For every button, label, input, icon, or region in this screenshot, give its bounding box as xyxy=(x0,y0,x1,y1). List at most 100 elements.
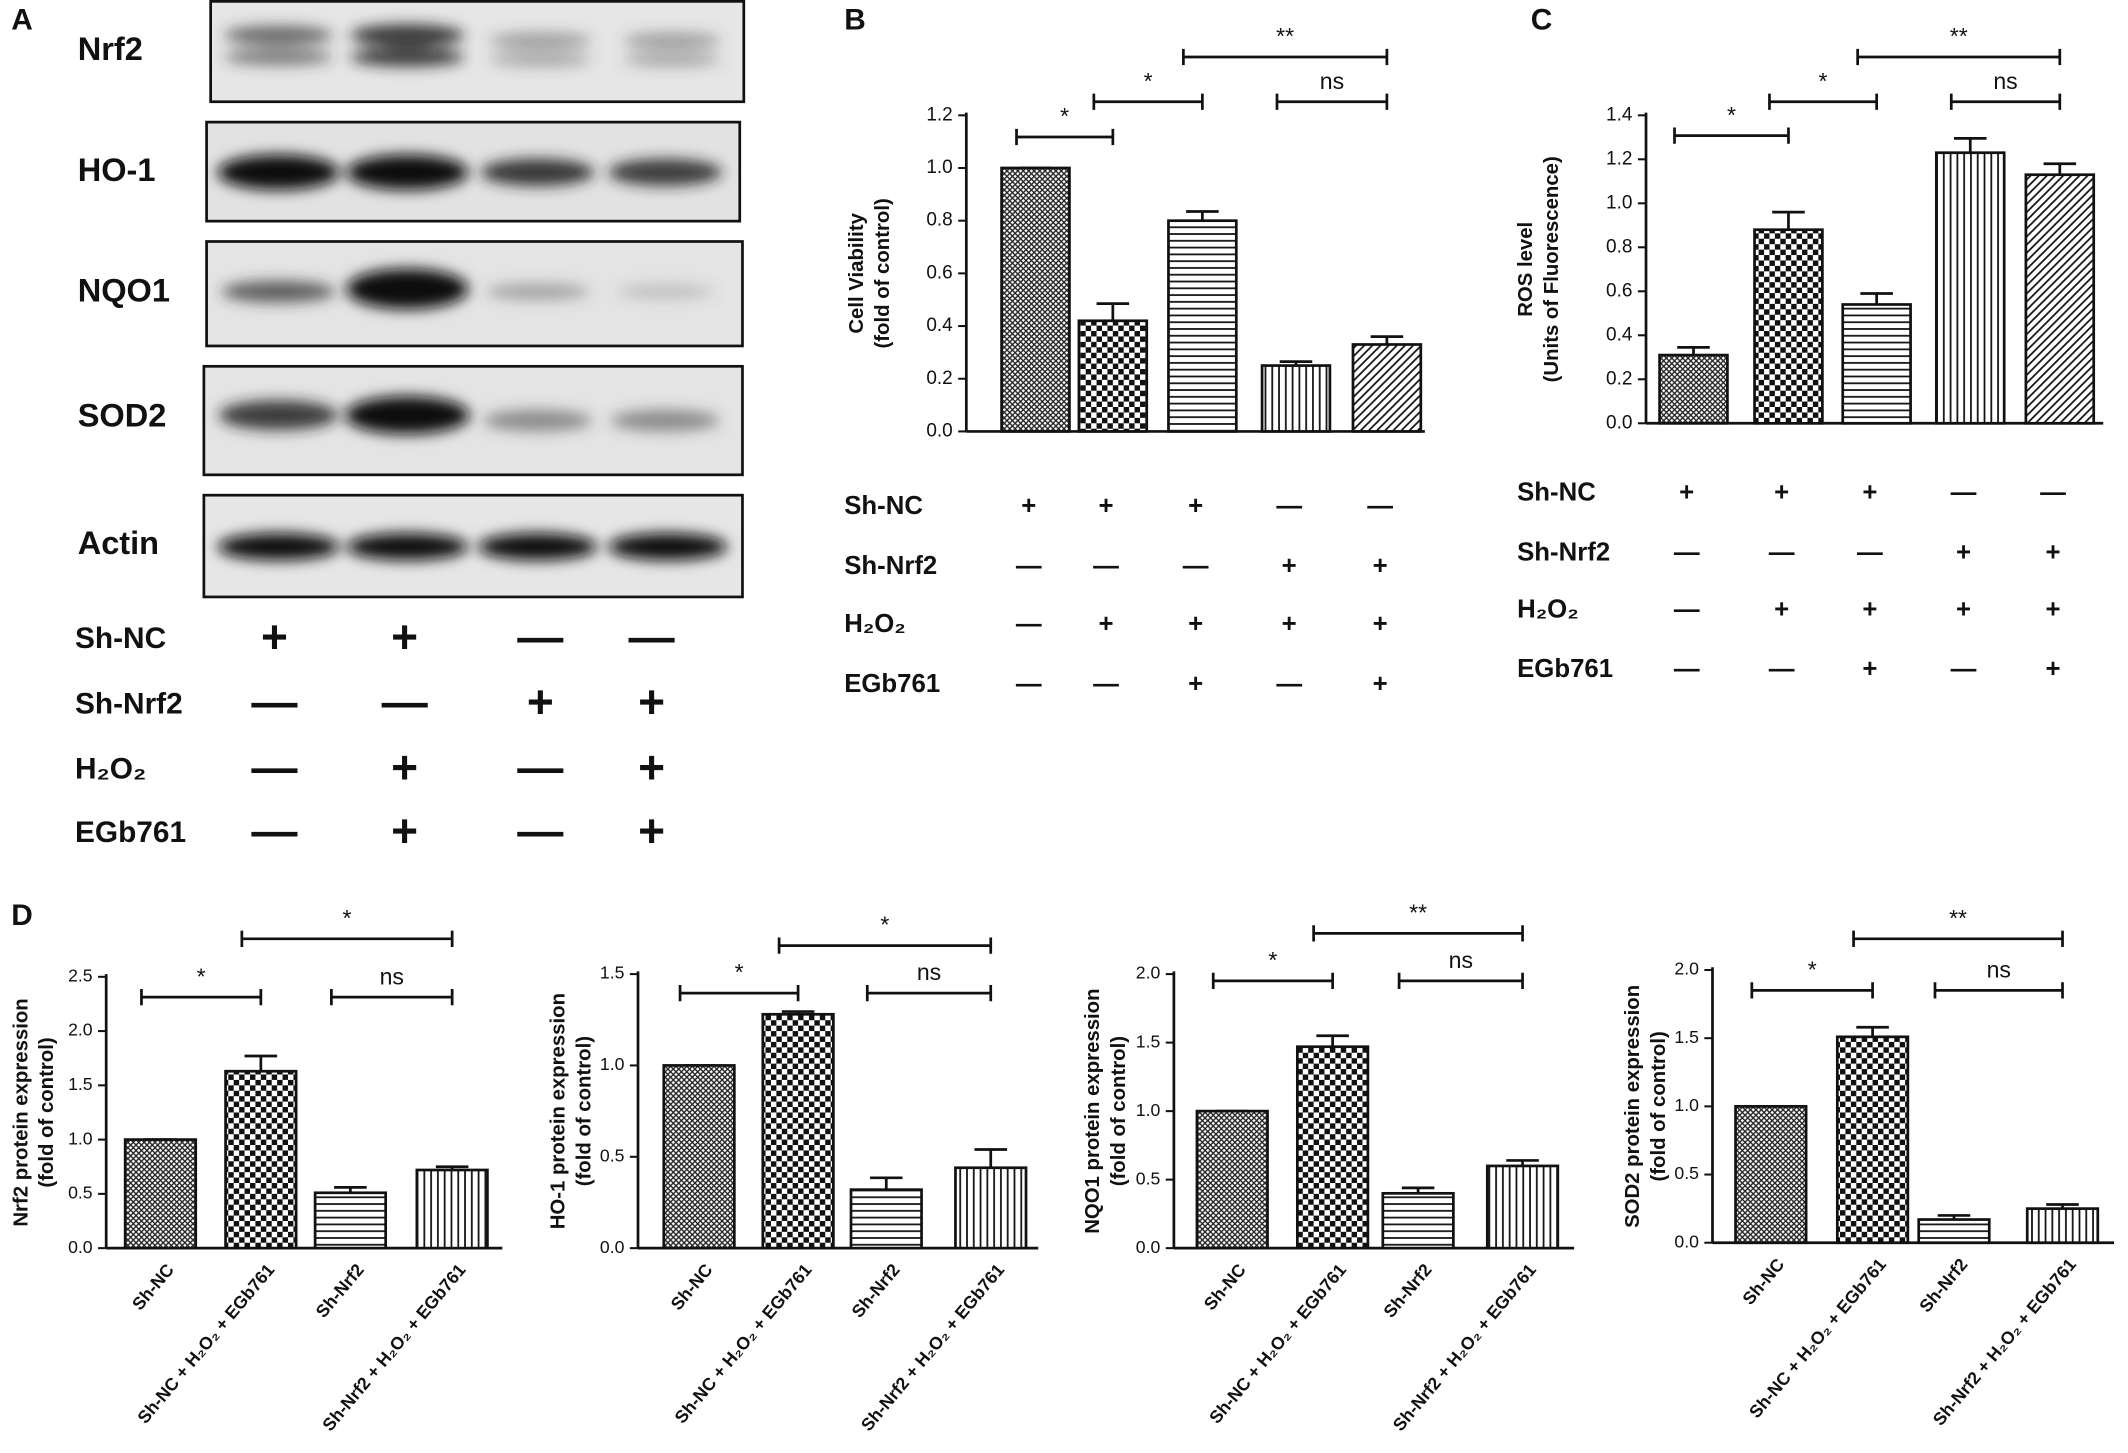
condition-sign: — xyxy=(629,611,676,663)
error-bar xyxy=(1856,1025,1889,1037)
condition-sign: + xyxy=(1862,479,1877,507)
y-tick-label: 1.0 xyxy=(600,1054,625,1074)
condition-sign: + xyxy=(527,676,554,728)
bands xyxy=(221,268,714,310)
y-axis-label: (fold of control) xyxy=(872,198,894,348)
condition-label: EGb761 xyxy=(75,816,186,849)
y-tick-label: 0.6 xyxy=(926,262,952,283)
condition-sign: + xyxy=(1774,479,1789,507)
y-tick-label: 0.2 xyxy=(1606,368,1632,389)
significance-bracket xyxy=(140,989,263,1006)
y-tick-label: 0.0 xyxy=(1674,1231,1699,1251)
condition-sign: + xyxy=(261,611,288,663)
condition-label: H₂O₂ xyxy=(1517,595,1579,623)
error-bar xyxy=(1772,210,1805,230)
significance-label: ns xyxy=(917,959,941,985)
bar xyxy=(1260,364,1332,433)
significance-bracket xyxy=(1182,48,1389,66)
y-axis-label: (fold of control) xyxy=(36,1037,58,1187)
bar xyxy=(1658,353,1729,425)
significance-bracket xyxy=(1852,930,2064,947)
condition-sign: — xyxy=(1951,479,1977,507)
significance-bracket xyxy=(1750,982,1874,999)
error-bar xyxy=(1186,210,1219,221)
y-tick-label: 1.0 xyxy=(1606,192,1632,213)
significance-bracket xyxy=(240,930,454,947)
y-tick-label: 0.2 xyxy=(926,368,952,389)
condition-sign: + xyxy=(1862,655,1877,683)
bar xyxy=(761,1012,835,1250)
bar xyxy=(1917,1218,1991,1245)
error-bar xyxy=(1953,137,1987,153)
condition-sign: — xyxy=(1367,492,1393,520)
condition-sign: + xyxy=(2045,595,2060,623)
significance-bracket xyxy=(678,984,800,1002)
y-tick-label: 1.0 xyxy=(68,1128,93,1148)
significance-label: * xyxy=(735,959,744,985)
condition-sign: — xyxy=(1769,655,1795,683)
condition-sign: + xyxy=(1373,670,1388,698)
y-tick-label: 0.0 xyxy=(68,1237,93,1257)
condition-sign: — xyxy=(1093,670,1119,698)
y-tick-label: 0.5 xyxy=(1136,1168,1161,1188)
bar xyxy=(1734,1105,1808,1245)
significance-label: ns xyxy=(1320,68,1344,94)
condition-sign: + xyxy=(391,805,418,857)
significance-label: ns xyxy=(1449,947,1473,973)
significance-label: * xyxy=(197,963,206,989)
bar xyxy=(1077,319,1149,433)
significance-label: ns xyxy=(1987,956,2011,982)
error-bar xyxy=(1096,302,1130,321)
bar xyxy=(1835,1035,1910,1245)
condition-sign: + xyxy=(1373,610,1388,638)
condition-sign: — xyxy=(1857,538,1883,566)
condition-label: Sh-Nrf2 xyxy=(75,687,183,720)
panel-label: B xyxy=(844,4,866,37)
significance-bracket xyxy=(777,937,993,954)
western-blot xyxy=(202,0,746,599)
condition-sign: + xyxy=(638,741,665,793)
significance-bracket xyxy=(330,989,454,1006)
y-axis-label: (Units of Fluorescence) xyxy=(1541,156,1563,382)
bar xyxy=(849,1188,923,1250)
y-tick-label: 0.5 xyxy=(1674,1163,1699,1183)
condition-sign: + xyxy=(1188,610,1203,638)
bands xyxy=(224,24,721,67)
significance-label: ** xyxy=(1950,23,1968,49)
significance-label: ** xyxy=(1276,23,1294,49)
bar xyxy=(2025,1207,2100,1245)
y-tick-label: 1.5 xyxy=(68,1074,93,1094)
bar xyxy=(1000,166,1071,433)
y-tick-label: 2.5 xyxy=(68,965,93,985)
band-label: HO-1 xyxy=(78,152,156,188)
y-tick-label: 1.2 xyxy=(1606,148,1632,169)
y-tick-label: 0.0 xyxy=(926,420,952,441)
band-label: Nrf2 xyxy=(78,31,143,67)
y-axis-label: NQO1 protein expression xyxy=(1082,988,1104,1233)
bar xyxy=(123,1138,198,1250)
significance-label: ** xyxy=(1949,905,1967,931)
error-bar xyxy=(869,1176,903,1190)
condition-label: EGb761 xyxy=(1517,655,1613,683)
x-tick-label: Sh-Nrf2 xyxy=(312,1260,368,1322)
condition-sign: — xyxy=(1093,552,1119,580)
condition-sign: — xyxy=(251,805,298,857)
y-tick-label: 0.6 xyxy=(1606,280,1632,301)
significance-bracket xyxy=(1397,972,1524,990)
significance-label: ** xyxy=(1409,899,1427,925)
condition-sign: + xyxy=(1373,552,1388,580)
condition-sign: + xyxy=(1188,670,1203,698)
panel-label: A xyxy=(11,4,33,37)
error-bar xyxy=(2043,162,2077,175)
condition-sign: + xyxy=(1188,492,1203,520)
error-bar xyxy=(1860,292,1893,305)
condition-label: EGb761 xyxy=(844,670,940,698)
bar xyxy=(415,1168,489,1250)
significance-bracket xyxy=(1768,93,1879,110)
bar xyxy=(662,1064,736,1250)
condition-sign: — xyxy=(251,676,298,728)
y-tick-label: 0.4 xyxy=(1606,324,1632,345)
y-tick-label: 1.5 xyxy=(600,963,625,983)
condition-label: Sh-NC xyxy=(1517,479,1596,507)
